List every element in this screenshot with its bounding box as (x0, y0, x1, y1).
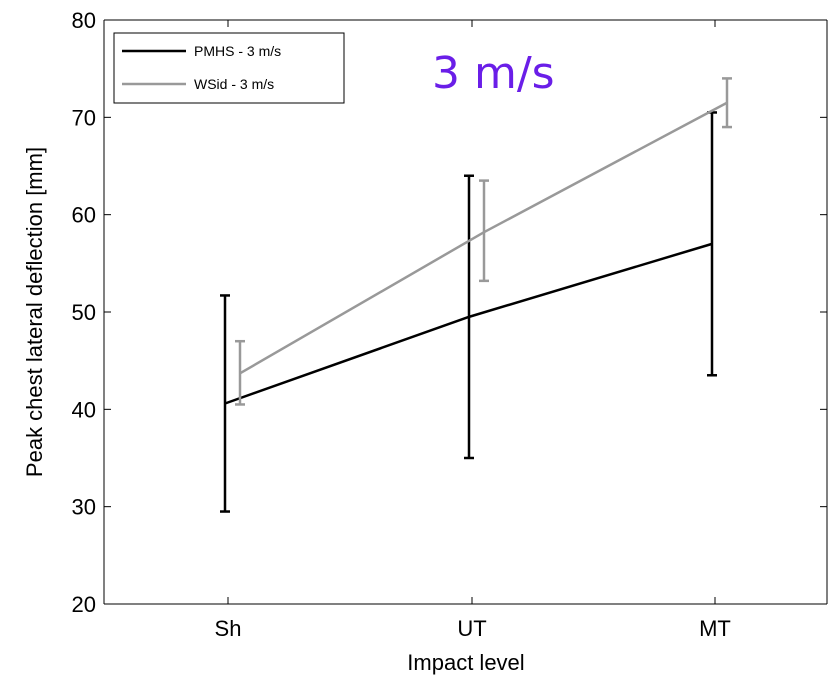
y-axis-label: Peak chest lateral deflection [mm] (22, 147, 47, 477)
legend-label-wsid: WSid - 3 m/s (194, 76, 274, 92)
legend-label-pmhs: PMHS - 3 m/s (194, 43, 281, 59)
chart-annotation: 3 m/s (432, 48, 555, 99)
y-tick-label: 60 (72, 203, 96, 228)
legend-box (113, 32, 345, 104)
y-tick-label: 50 (72, 300, 96, 325)
series (220, 77, 732, 513)
x-tick-label: MT (699, 616, 731, 641)
y-ticks: 20 30 40 50 60 70 80 (72, 8, 827, 617)
y-tick-label: 80 (72, 8, 96, 33)
y-tick-label: 40 (72, 397, 96, 422)
y-tick-label: 20 (72, 592, 96, 617)
x-tick-label: UT (457, 616, 486, 641)
x-tick-label: Sh (215, 616, 242, 641)
legend: PMHS - 3 m/s WSid - 3 m/s (113, 32, 345, 104)
x-axis-label: Impact level (407, 650, 524, 675)
y-tick-label: 70 (72, 105, 96, 130)
x-ticks: Sh UT MT (215, 20, 731, 641)
y-tick-label: 30 (72, 495, 96, 520)
